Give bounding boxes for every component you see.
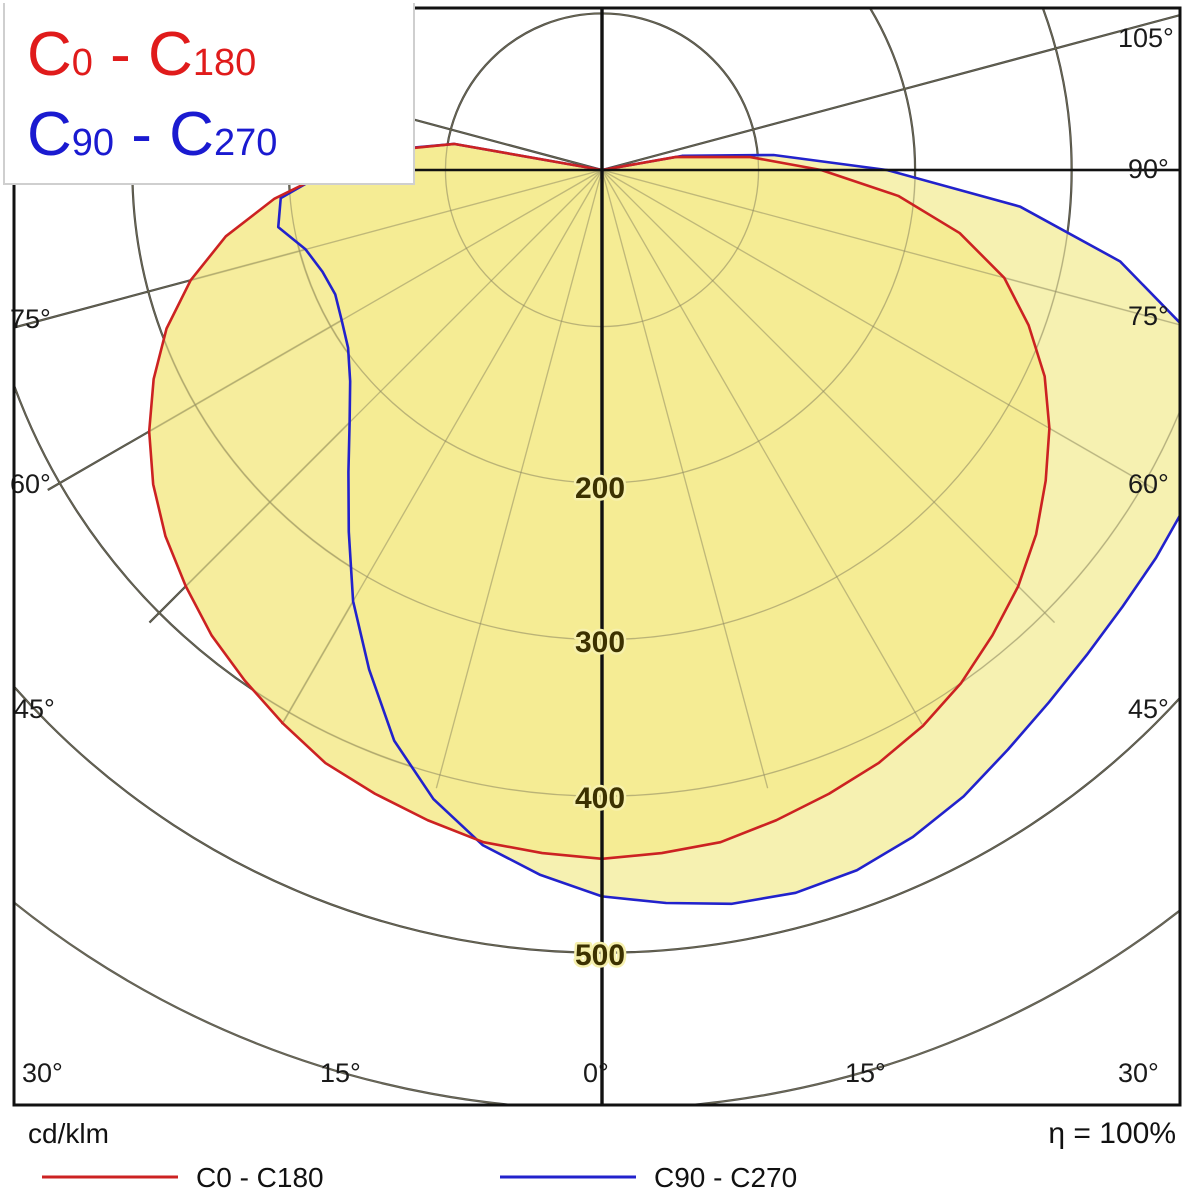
- legend-overlay-c90-dash: -: [114, 100, 170, 169]
- angle-tick-labels: 105° 90° 75° 60° 45° 30° 15° 75° 60° 45° 30° 15° 0°: [10, 23, 1174, 1088]
- legend-overlay-c90-sub: 90: [71, 122, 115, 164]
- angle-label-right-90: 90°: [1128, 154, 1169, 184]
- radial-tick-label-500: 500: [575, 939, 625, 972]
- angle-label-right-60: 60°: [1128, 469, 1169, 499]
- legend-overlay-c90-c270: C90 - C270: [27, 99, 277, 170]
- angle-label-left-75: 75°: [10, 304, 51, 334]
- series-legend-overlay: C0 - C180 C90 - C270: [3, 3, 415, 185]
- angle-label-left-30: 30°: [22, 1058, 63, 1088]
- radial-tick-label-halo-200: 200: [575, 472, 625, 505]
- legend-overlay-c270-sub: 270: [213, 122, 278, 164]
- legend-overlay-c270-prefix: C: [169, 100, 214, 169]
- legend-overlay-c180-sub: 180: [192, 42, 257, 84]
- legend-overlay-c180-prefix: C: [148, 20, 193, 89]
- angle-label-right-105: 105°: [1118, 23, 1174, 53]
- angle-label-right-15: 15°: [845, 1058, 886, 1088]
- radial-tick-label-400: 400: [575, 782, 625, 815]
- radial-tick-label-300: 300: [575, 626, 625, 659]
- legend-overlay-c0-dash: -: [92, 20, 149, 89]
- radial-tick-label-halo-300: 300: [575, 626, 625, 659]
- unit-label: cd/klm: [28, 1118, 109, 1149]
- legend-overlay-c0-sub: 0: [71, 42, 93, 84]
- angle-label-right-75: 75°: [1128, 301, 1169, 331]
- legend-label-c0-c180: C0 - C180: [196, 1162, 324, 1193]
- legend-overlay-c0-c180: C0 - C180: [27, 19, 256, 90]
- angle-label-left-60: 60°: [10, 469, 51, 499]
- efficiency-label: η = 100%: [1048, 1117, 1176, 1150]
- angle-label-left-15: 15°: [320, 1058, 361, 1088]
- radial-tick-label-200: 200: [575, 472, 625, 505]
- angle-label-right-30: 30°: [1118, 1058, 1159, 1088]
- angle-label-left-45: 45°: [14, 694, 55, 724]
- radial-tick-label-halo-500: 500: [575, 939, 625, 972]
- legend-overlay-c0-prefix: C: [27, 20, 72, 89]
- chart-frame: [12, 6, 1182, 1107]
- radial-tick-label-halo-400: 400: [575, 782, 625, 815]
- legend-label-c90-c270: C90 - C270: [654, 1162, 797, 1193]
- angle-label-right-45: 45°: [1128, 694, 1169, 724]
- legend-overlay-c90-prefix: C: [27, 100, 72, 169]
- angle-label-bottom-0: 0°: [583, 1058, 609, 1088]
